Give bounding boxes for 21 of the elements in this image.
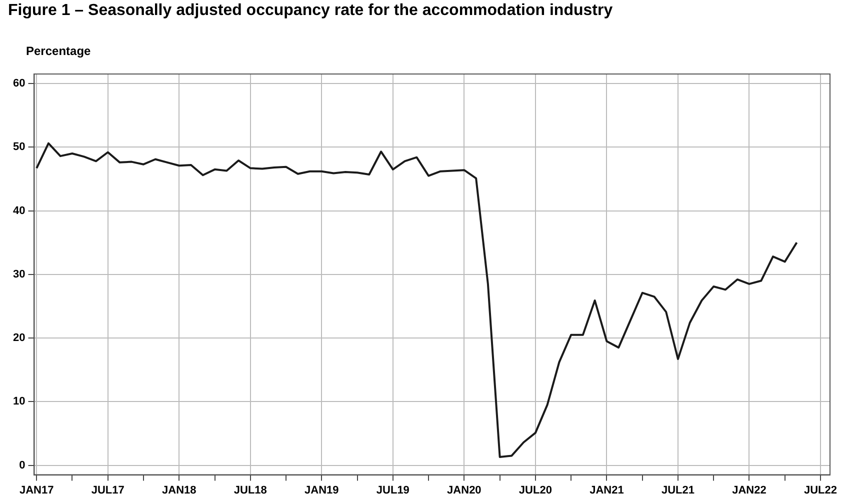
y-tick-label: 60 [12, 78, 26, 90]
y-tick-label: 30 [12, 268, 26, 280]
x-tick-label: JAN22 [732, 484, 766, 496]
x-tick-label: JUL17 [91, 484, 124, 496]
y-tick-label: 50 [12, 141, 26, 154]
x-tick-label: JUL20 [518, 484, 552, 496]
x-tick-label: JAN18 [162, 484, 196, 496]
x-tick-label: JAN21 [590, 484, 624, 496]
y-axis-title: Percentage [26, 44, 91, 58]
y-tick-label: 10 [12, 396, 26, 408]
x-tick-label: JUL19 [376, 484, 410, 496]
x-tick-label: JAN20 [447, 484, 482, 496]
x-tick-label: JUL22 [804, 484, 838, 496]
y-tick-label: 20 [12, 332, 26, 344]
x-tick-label: JUL18 [234, 484, 267, 496]
x-tick-label: JAN19 [304, 484, 339, 496]
x-tick-label: JAN17 [19, 484, 54, 496]
x-tick-label: JUL21 [661, 484, 694, 496]
chart-title: Figure 1 – Seasonally adjusted occupancy rate for the accommodation industry [8, 2, 613, 20]
y-tick-label: 0 [19, 459, 26, 472]
y-tick-label: 40 [12, 204, 26, 217]
